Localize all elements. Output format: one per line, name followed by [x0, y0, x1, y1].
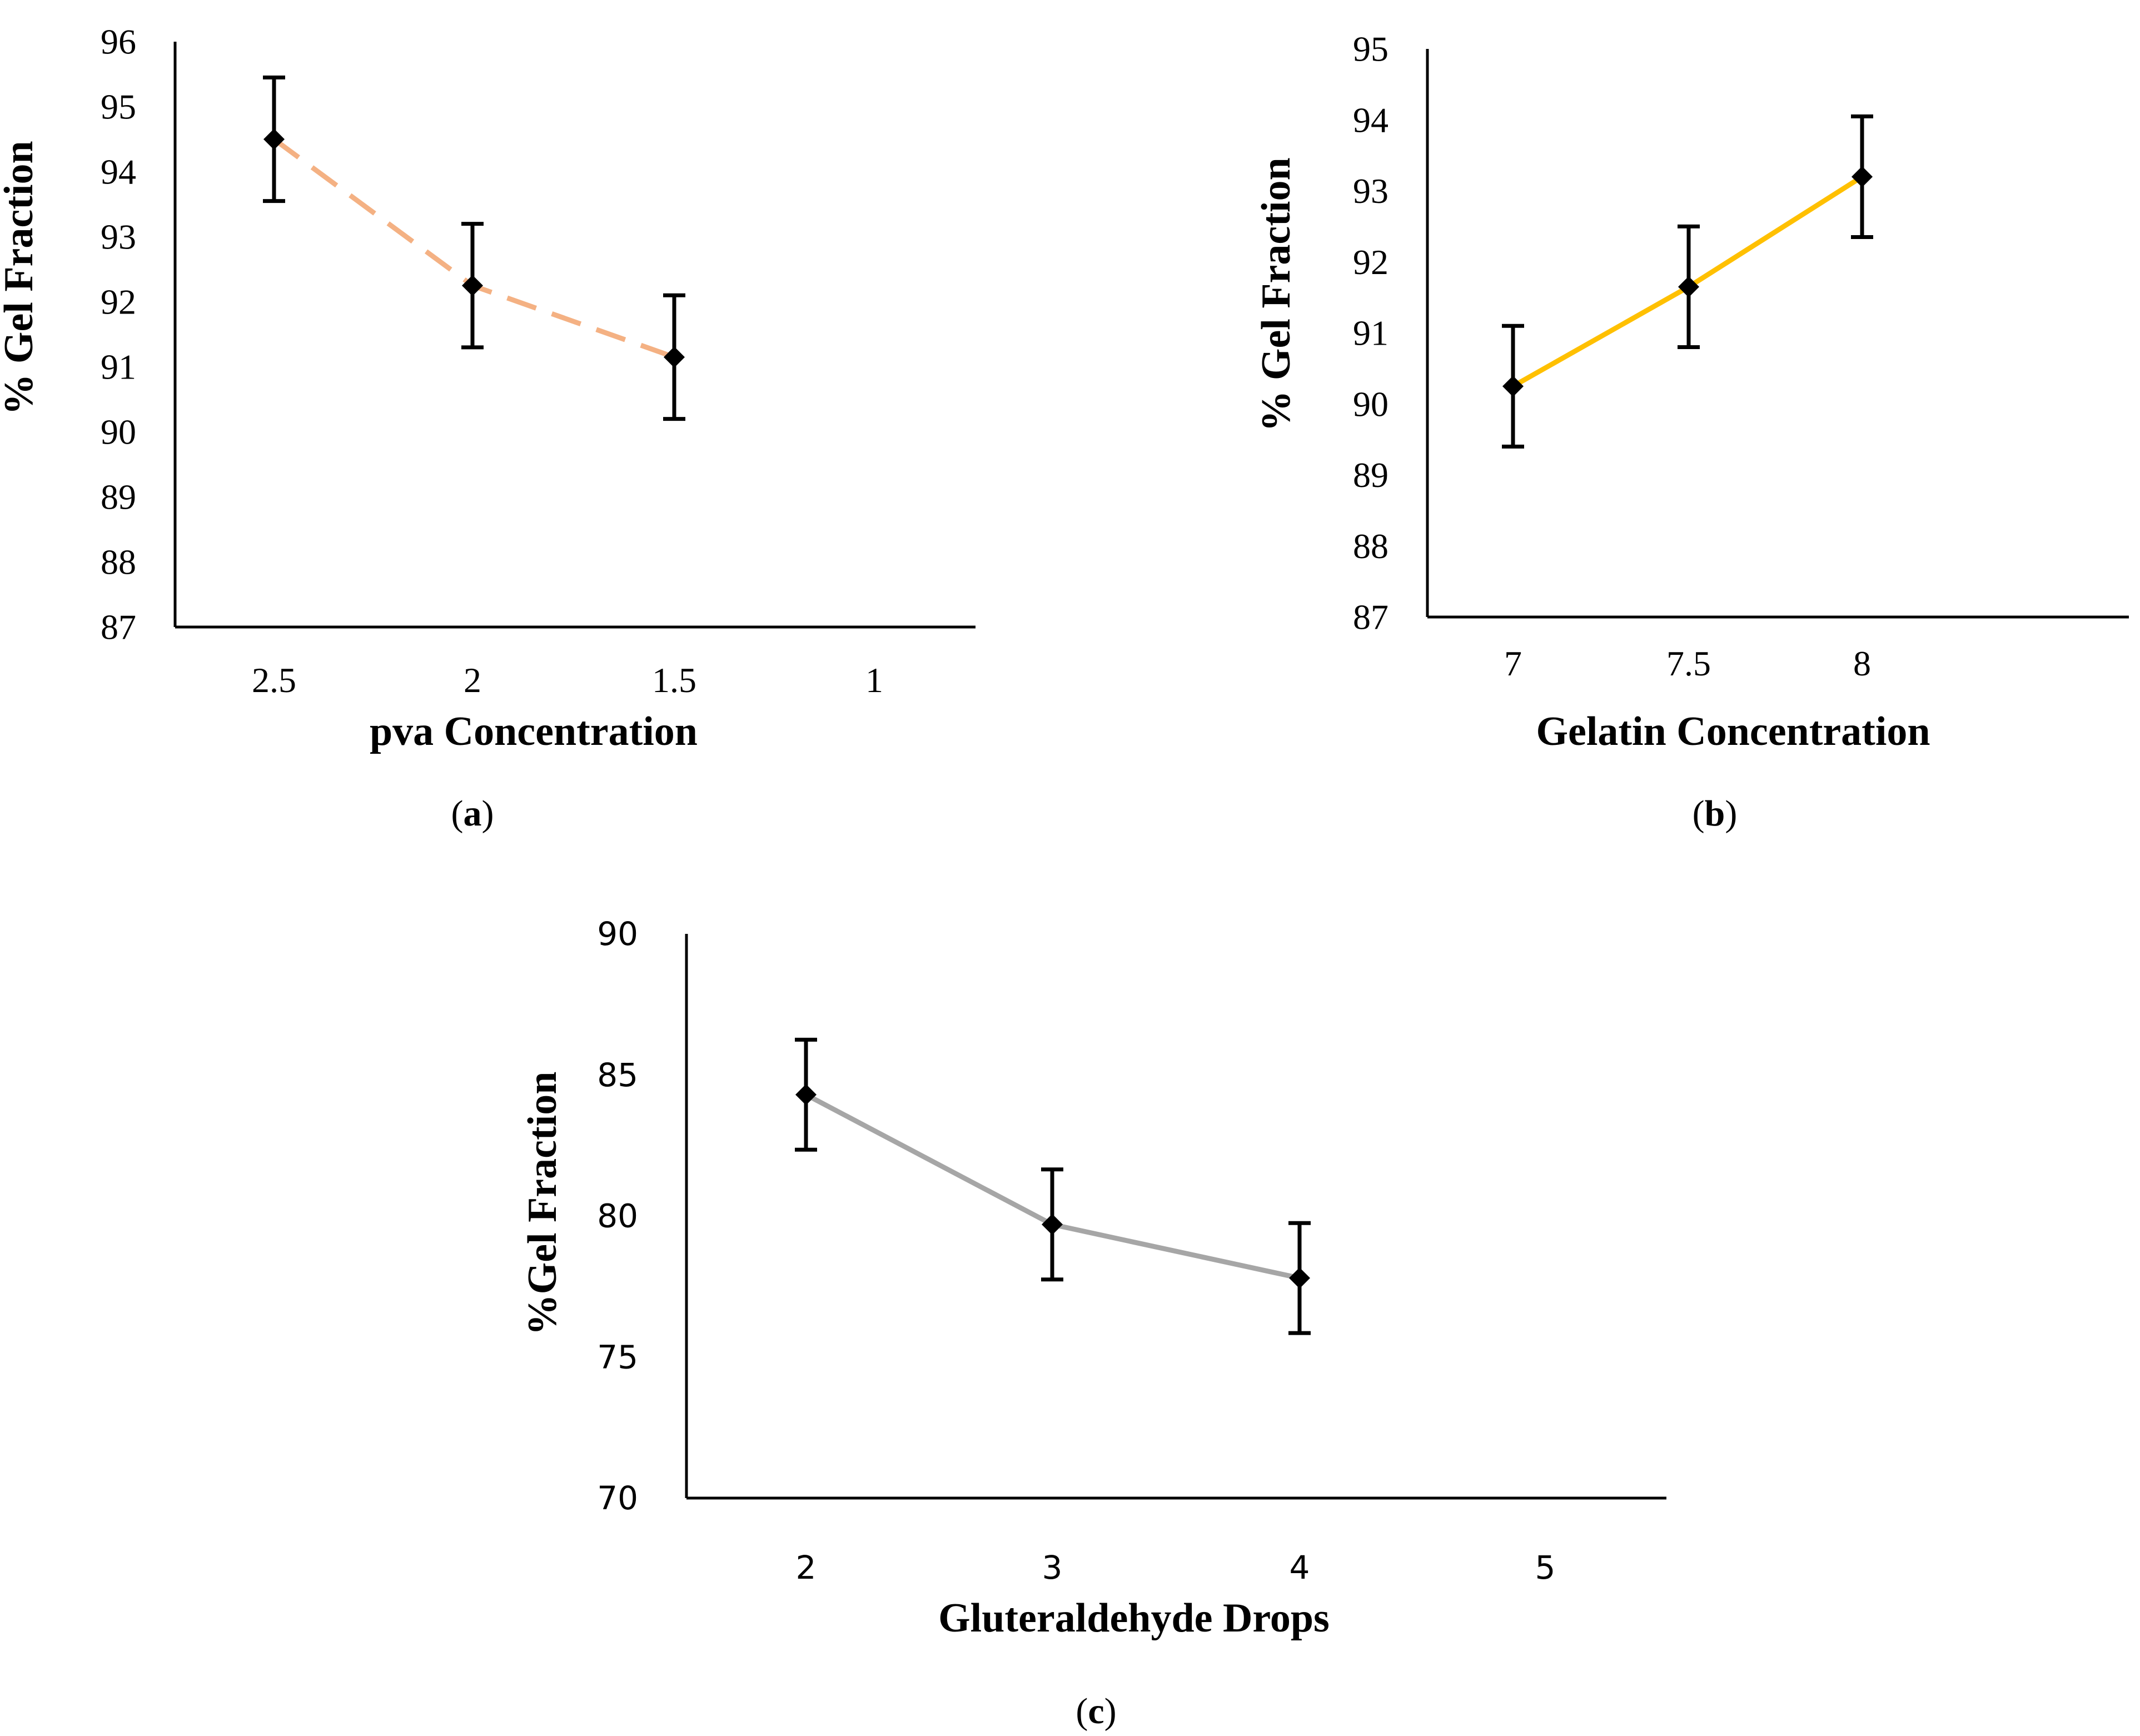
y-tick-label: 85 [597, 1056, 638, 1094]
y-tick-label: 91 [1353, 314, 1388, 353]
x-tick-label: 1.5 [652, 660, 696, 700]
x-tick-label: 4 [1290, 1549, 1310, 1586]
y-axis-title: %Gel Fraction [520, 1072, 565, 1336]
chart-panel-a: 87 88 89 90 91 92 93 94 95 96 2.5 2 1.5 1 pva Concentr… [0, 22, 976, 834]
y-tick-label: 88 [1353, 526, 1388, 566]
x-tick-label: 2.5 [252, 660, 296, 700]
x-tick-label: 7 [1504, 644, 1522, 683]
y-tick-label: 91 [101, 347, 136, 387]
x-tick-label: 8 [1853, 644, 1871, 683]
data-point-marker [1289, 1267, 1310, 1289]
y-tick-label: 88 [101, 543, 136, 582]
y-tick-label: 93 [1353, 171, 1388, 211]
x-tick-label: 2 [464, 660, 481, 700]
y-tick-label: 75 [597, 1338, 638, 1376]
data-point-marker [1852, 166, 1873, 187]
x-tick-label: 1 [865, 660, 883, 700]
data-point-marker [1042, 1213, 1063, 1235]
y-tick-label: 92 [1353, 242, 1388, 282]
x-axis-title: pva Concentration [370, 709, 698, 754]
y-tick-label: 96 [101, 22, 136, 62]
y-tick-label: 93 [101, 217, 136, 257]
y-tick-label: 70 [597, 1479, 638, 1517]
x-axis-title: Gelatin Concentration [1536, 709, 1930, 754]
chart-panel-c: 70 75 80 85 90 2 3 4 5 Gluteraldehyde Drops %Gel F… [520, 915, 1666, 1732]
data-point-marker [795, 1084, 817, 1106]
y-axis-title: % Gel Fraction [1253, 157, 1299, 431]
data-point-marker [664, 346, 685, 368]
x-tick-label: 7.5 [1666, 644, 1711, 683]
y-tick-label: 94 [1353, 100, 1388, 140]
chart-panel-b: 87 88 89 90 91 92 93 94 95 7 7.5 8 Gelatin Concentra… [1253, 29, 2129, 834]
y-tick-label: 87 [101, 608, 136, 647]
y-tick-label: 87 [1353, 598, 1388, 637]
data-point-marker [462, 275, 483, 296]
panel-label: (b) [1693, 793, 1738, 834]
y-tick-label: 90 [101, 412, 136, 452]
y-tick-label: 95 [101, 87, 136, 127]
data-point-marker [1678, 276, 1699, 297]
data-point-marker [1502, 375, 1524, 397]
y-tick-label: 90 [597, 915, 638, 953]
y-tick-label: 95 [1353, 29, 1388, 69]
y-tick-label: 92 [101, 282, 136, 322]
x-tick-label: 2 [796, 1549, 817, 1586]
panel-label: (a) [451, 793, 494, 834]
data-point-marker [263, 128, 285, 150]
y-tick-label: 94 [101, 152, 136, 192]
y-tick-label: 89 [101, 477, 136, 517]
y-tick-label: 90 [1353, 384, 1388, 424]
panel-label: (c) [1076, 1691, 1116, 1732]
y-axis-title: % Gel Fraction [0, 141, 42, 415]
x-axis-title: Gluteraldehyde Drops [938, 1595, 1330, 1641]
y-tick-label: 89 [1353, 455, 1388, 495]
x-tick-label: 5 [1535, 1549, 1556, 1586]
x-tick-label: 3 [1042, 1549, 1063, 1586]
y-tick-label: 80 [597, 1197, 638, 1235]
